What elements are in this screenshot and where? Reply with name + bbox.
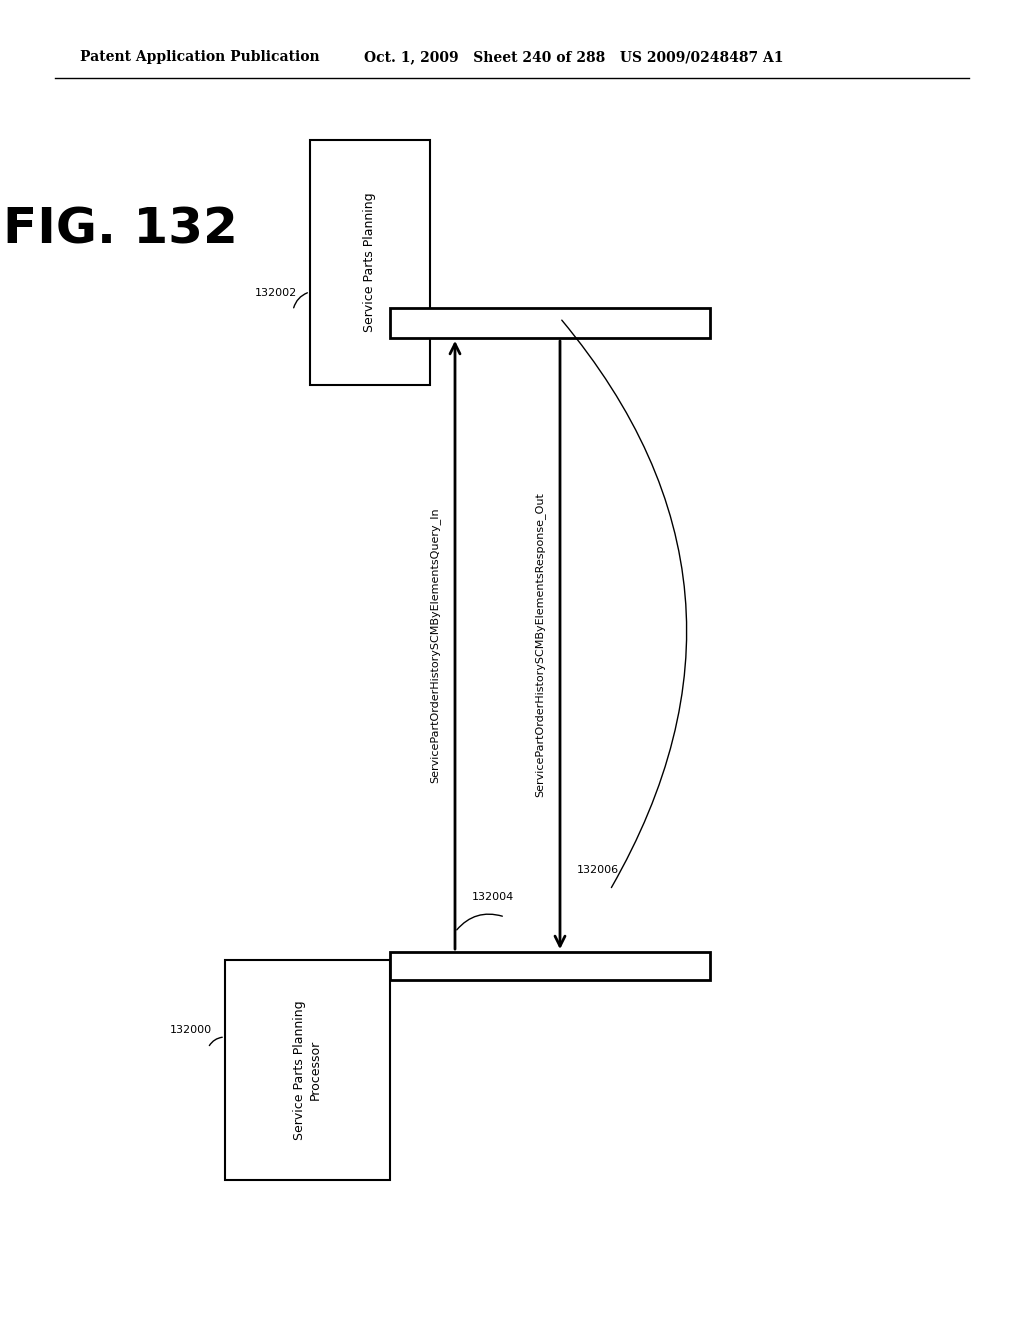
Bar xyxy=(390,952,710,979)
Text: 132002: 132002 xyxy=(255,288,297,297)
Text: 132004: 132004 xyxy=(472,892,514,902)
Text: FIG. 132: FIG. 132 xyxy=(3,206,238,253)
Bar xyxy=(390,308,710,338)
Text: 132006: 132006 xyxy=(577,865,620,875)
Text: ServicePartOrderHistorySCMByElementsResponse_Out: ServicePartOrderHistorySCMByElementsResp… xyxy=(535,492,546,797)
Text: Service Parts Planning: Service Parts Planning xyxy=(364,193,377,333)
Text: ServicePartOrderHistorySCMByElementsQuery_In: ServicePartOrderHistorySCMByElementsQuer… xyxy=(429,507,440,783)
Text: Oct. 1, 2009   Sheet 240 of 288   US 2009/0248487 A1: Oct. 1, 2009 Sheet 240 of 288 US 2009/02… xyxy=(364,50,783,63)
Text: Service Parts Planning
Processor: Service Parts Planning Processor xyxy=(294,1001,322,1139)
Bar xyxy=(225,960,390,1180)
Bar xyxy=(310,140,430,385)
Text: Patent Application Publication: Patent Application Publication xyxy=(80,50,319,63)
Text: 132000: 132000 xyxy=(170,1026,212,1035)
